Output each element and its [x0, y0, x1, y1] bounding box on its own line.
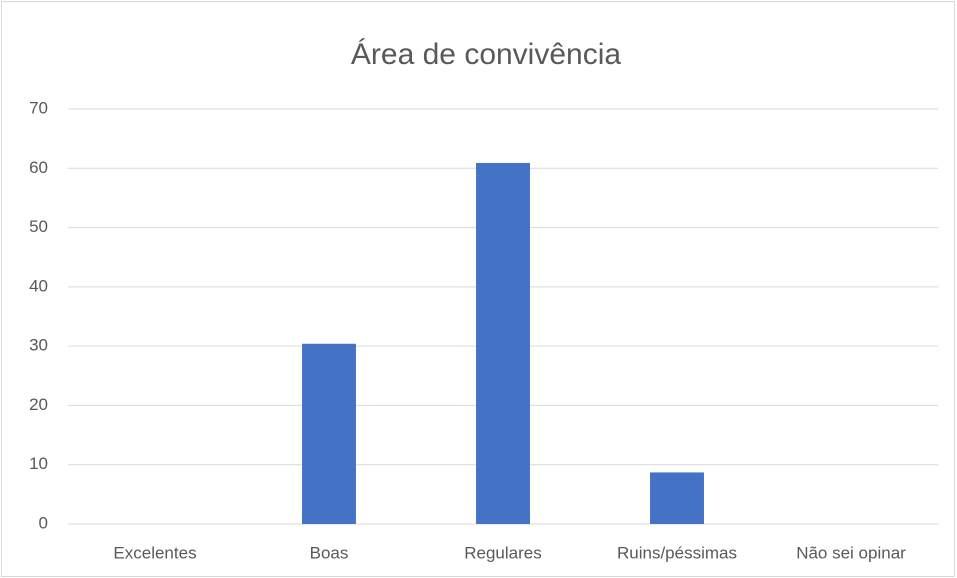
- x-tick-label: Ruins/péssimas: [617, 543, 737, 562]
- y-tick-label: 10: [29, 454, 48, 473]
- y-tick-label: 30: [29, 336, 48, 355]
- bar: [476, 162, 530, 524]
- y-tick-label: 60: [29, 158, 48, 177]
- y-tick-label: 70: [29, 98, 48, 117]
- bar: [302, 343, 356, 524]
- y-tick-label: 50: [29, 217, 48, 236]
- x-tick-label: Boas: [310, 543, 349, 562]
- x-tick-label: Regulares: [464, 543, 542, 562]
- y-tick-label: 0: [39, 513, 48, 532]
- bar: [650, 472, 704, 524]
- y-tick-label: 20: [29, 395, 48, 414]
- x-tick-label: Não sei opinar: [796, 543, 906, 562]
- y-tick-label: 40: [29, 276, 48, 295]
- chart-title: Área de convivência: [351, 38, 621, 71]
- x-tick-label: Excelentes: [113, 543, 196, 562]
